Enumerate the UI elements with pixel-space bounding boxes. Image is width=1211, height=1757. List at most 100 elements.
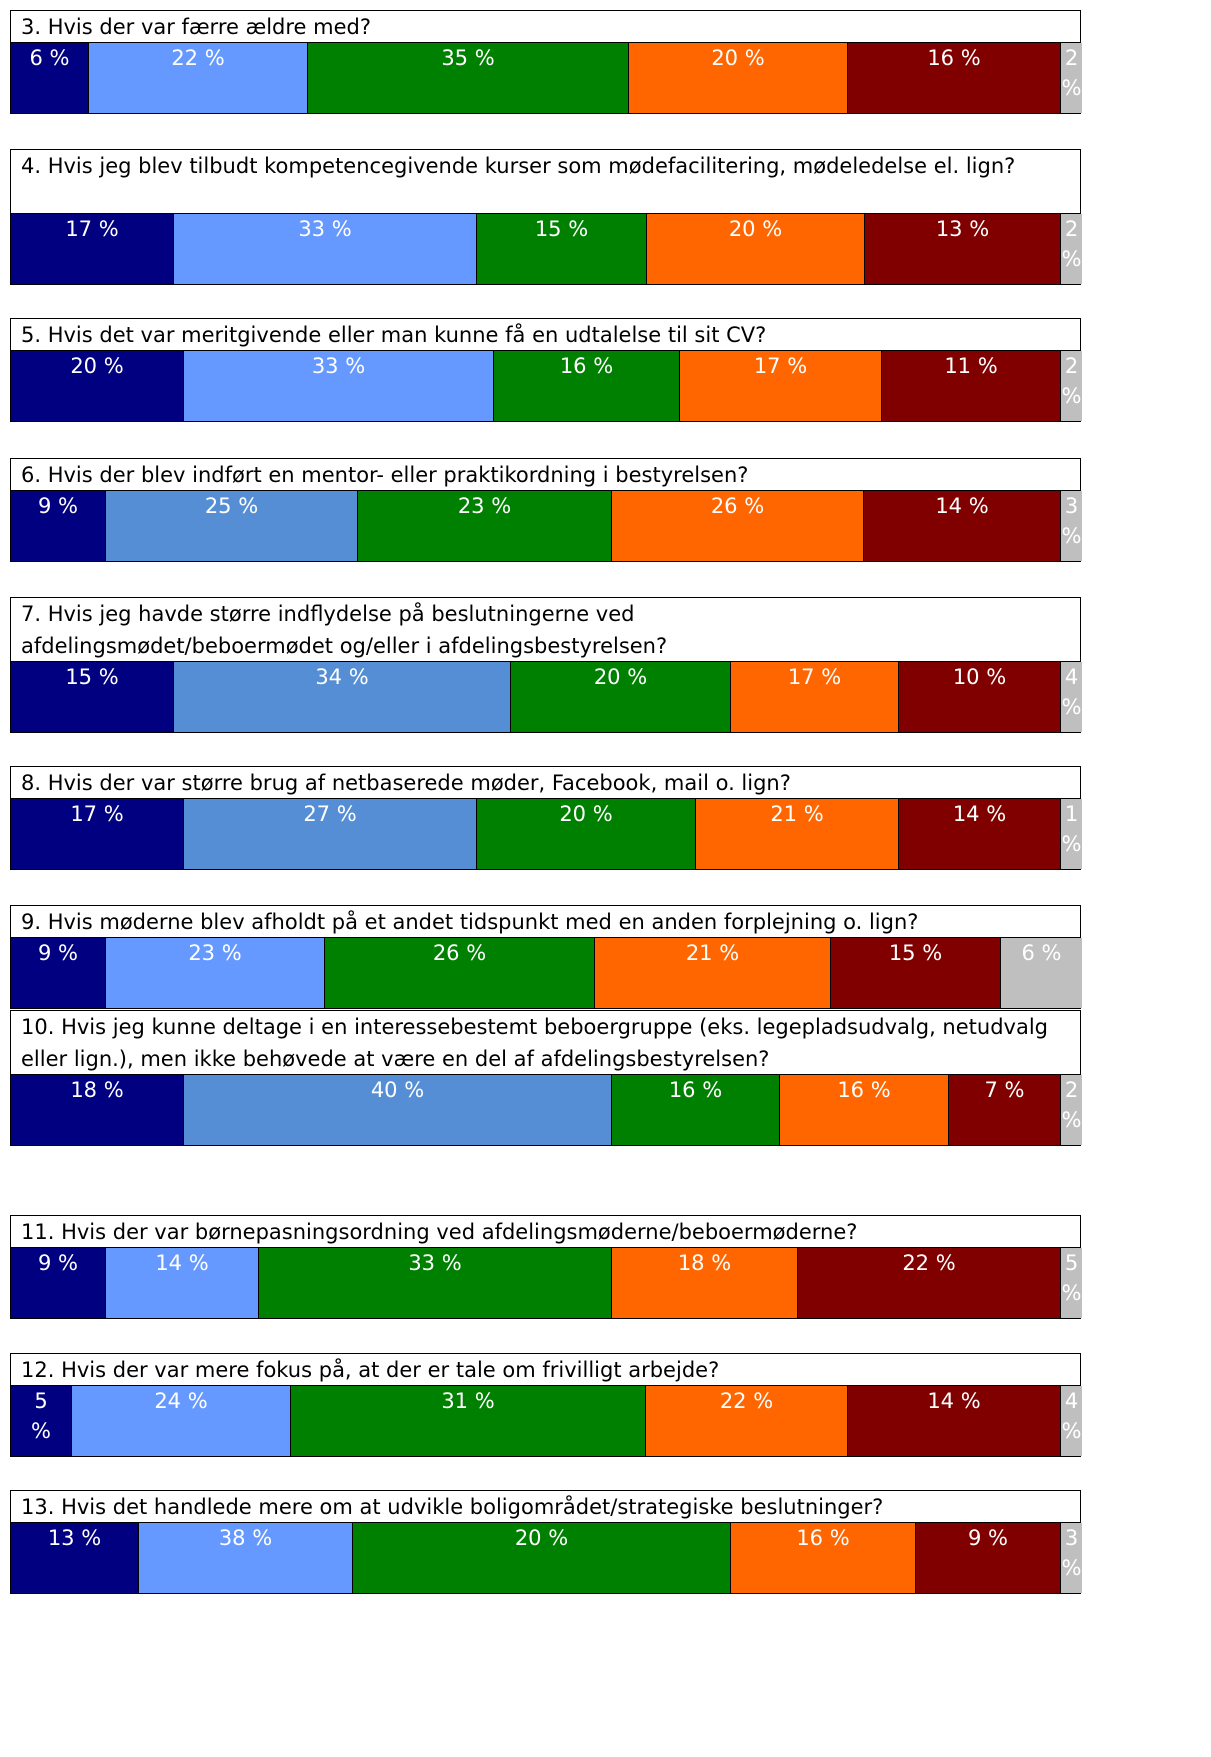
bar-segment: 34 % bbox=[174, 662, 511, 732]
data-label: 20 % bbox=[514, 1526, 569, 1550]
data-label: 1 % bbox=[1061, 802, 1082, 856]
question-title: 4. Hvis jeg blev tilbudt kompetencegiven… bbox=[10, 149, 1081, 213]
bar-segment: 6 % bbox=[11, 43, 89, 113]
stacked-bar: 13 % 38 % 20 % 16 % 9 % 3 % bbox=[10, 1522, 1082, 1594]
bar-segment: 9 % bbox=[916, 1523, 1061, 1593]
data-label: 6 % bbox=[29, 46, 70, 70]
question-block: 6. Hvis der blev indført en mentor- elle… bbox=[10, 458, 1082, 562]
stacked-bar: 15 % 34 % 20 % 17 % 10 % 4 % bbox=[10, 661, 1082, 733]
bar-segment: 33 % bbox=[259, 1248, 612, 1318]
bar-segment: 20 % bbox=[11, 351, 184, 421]
stacked-bar: 20 % 33 % 16 % 17 % 11 % 2 % bbox=[10, 350, 1082, 422]
bar-segment: 16 % bbox=[780, 1075, 949, 1145]
data-label: 3 % bbox=[1061, 1526, 1082, 1580]
data-label: 6 % bbox=[1021, 941, 1062, 965]
data-label: 13 % bbox=[935, 217, 990, 241]
data-label: 14 % bbox=[935, 494, 989, 518]
data-label: 14 % bbox=[927, 1389, 981, 1413]
bar-segment: 16 % bbox=[848, 43, 1061, 113]
data-label: 9 % bbox=[38, 494, 78, 518]
stacked-bar: 6 % 22 % 35 % 20 % 16 % 2 % bbox=[10, 42, 1082, 114]
bar-segment: 18 % bbox=[612, 1248, 798, 1318]
data-label: 13 % bbox=[47, 1526, 102, 1550]
bar-segment: 9 % bbox=[11, 938, 106, 1008]
bar-segment: 25 % bbox=[106, 491, 358, 561]
data-label: 10 % bbox=[952, 665, 1007, 689]
data-label: 20 % bbox=[728, 217, 783, 241]
data-label: 40 % bbox=[370, 1078, 425, 1102]
bar-segment: 20 % bbox=[353, 1523, 731, 1593]
bar-segment: 27 % bbox=[184, 799, 477, 869]
question-block: 11. Hvis der var børnepasningsordning ve… bbox=[10, 1215, 1082, 1319]
bar-segment: 26 % bbox=[325, 938, 595, 1008]
stacked-bar: 17 % 33 % 15 % 20 % 13 % 2 % bbox=[10, 213, 1082, 285]
data-label: 16 % bbox=[927, 46, 981, 70]
data-label: 25 % bbox=[204, 494, 259, 518]
data-label: 21 % bbox=[685, 941, 740, 965]
bar-segment: 14 % bbox=[864, 491, 1061, 561]
bar-segment: 16 % bbox=[731, 1523, 916, 1593]
data-label: 11 % bbox=[944, 354, 998, 378]
data-label: 20 % bbox=[70, 354, 124, 378]
data-label: 31 % bbox=[441, 1389, 495, 1413]
question-block: 10. Hvis jeg kunne deltage i en interess… bbox=[10, 1010, 1082, 1146]
data-label: 26 % bbox=[432, 941, 487, 965]
data-label: 2 % bbox=[1061, 217, 1082, 271]
bar-segment: 33 % bbox=[184, 351, 494, 421]
question-title: 8. Hvis der var større brug af netbasere… bbox=[10, 766, 1081, 798]
data-label: 4 % bbox=[1061, 665, 1082, 719]
bar-segment: 20 % bbox=[629, 43, 848, 113]
question-block: 5. Hvis det var meritgivende eller man k… bbox=[10, 318, 1082, 422]
bar-segment: 14 % bbox=[106, 1248, 259, 1318]
bar-segment: 7 % bbox=[949, 1075, 1061, 1145]
question-title: 10. Hvis jeg kunne deltage i en interess… bbox=[10, 1010, 1081, 1074]
bar-segment: 9 % bbox=[11, 491, 106, 561]
question-block: 13. Hvis det handlede mere om at udvikle… bbox=[10, 1490, 1082, 1594]
bar-segment: 38 % bbox=[139, 1523, 353, 1593]
bar-segment: 17 % bbox=[731, 662, 899, 732]
data-label: 15 % bbox=[65, 665, 119, 689]
stacked-bar: 9 % 25 % 23 % 26 % 14 % 3 % bbox=[10, 490, 1082, 562]
bar-segment: 21 % bbox=[696, 799, 899, 869]
bar-segment: 26 % bbox=[612, 491, 864, 561]
bar-segment: 13 % bbox=[11, 1523, 139, 1593]
bar-segment: 21 % bbox=[595, 938, 831, 1008]
data-label: 20 % bbox=[711, 46, 765, 70]
bar-segment: 40 % bbox=[184, 1075, 612, 1145]
data-label: 5 % bbox=[31, 1389, 51, 1443]
question-block: 4. Hvis jeg blev tilbudt kompetencegiven… bbox=[10, 149, 1082, 285]
bar-segment: 2 % bbox=[1061, 43, 1082, 113]
data-label: 18 % bbox=[677, 1251, 732, 1275]
data-label: 16 % bbox=[796, 1526, 850, 1550]
data-label: 17 % bbox=[70, 802, 124, 826]
stacked-bar: 9 % 14 % 33 % 18 % 22 % 5 % bbox=[10, 1247, 1082, 1319]
data-label: 22 % bbox=[171, 46, 225, 70]
data-label: 21 % bbox=[770, 802, 824, 826]
data-label: 20 % bbox=[559, 802, 613, 826]
bar-segment: 17 % bbox=[11, 799, 184, 869]
data-label: 27 % bbox=[303, 802, 357, 826]
data-label: 23 % bbox=[188, 941, 242, 965]
bar-segment: 16 % bbox=[612, 1075, 780, 1145]
bar-segment: 13 % bbox=[865, 214, 1061, 284]
data-label: 15 % bbox=[534, 217, 589, 241]
bar-segment: 15 % bbox=[831, 938, 1001, 1008]
question-block: 8. Hvis der var større brug af netbasere… bbox=[10, 766, 1082, 870]
bar-segment: 17 % bbox=[680, 351, 882, 421]
question-title: 7. Hvis jeg havde større indflydelse på … bbox=[10, 597, 1081, 661]
data-label: 14 % bbox=[952, 802, 1007, 826]
question-block: 7. Hvis jeg havde større indflydelse på … bbox=[10, 597, 1082, 733]
bar-segment: 31 % bbox=[291, 1386, 646, 1456]
data-label: 16 % bbox=[668, 1078, 723, 1102]
bar-segment: 4 % bbox=[1061, 662, 1082, 732]
bar-segment: 18 % bbox=[11, 1075, 184, 1145]
bar-segment: 2 % bbox=[1061, 1075, 1082, 1145]
bar-segment: 9 % bbox=[11, 1248, 106, 1318]
question-title: 6. Hvis der blev indført en mentor- elle… bbox=[10, 458, 1081, 490]
bar-segment: 24 % bbox=[72, 1386, 291, 1456]
data-label: 3 % bbox=[1061, 494, 1082, 548]
data-label: 15 % bbox=[888, 941, 943, 965]
data-label: 34 % bbox=[315, 665, 369, 689]
data-label: 38 % bbox=[218, 1526, 273, 1550]
stacked-bar: 9 % 23 % 26 % 21 % 15 % 6 % bbox=[10, 937, 1082, 1009]
